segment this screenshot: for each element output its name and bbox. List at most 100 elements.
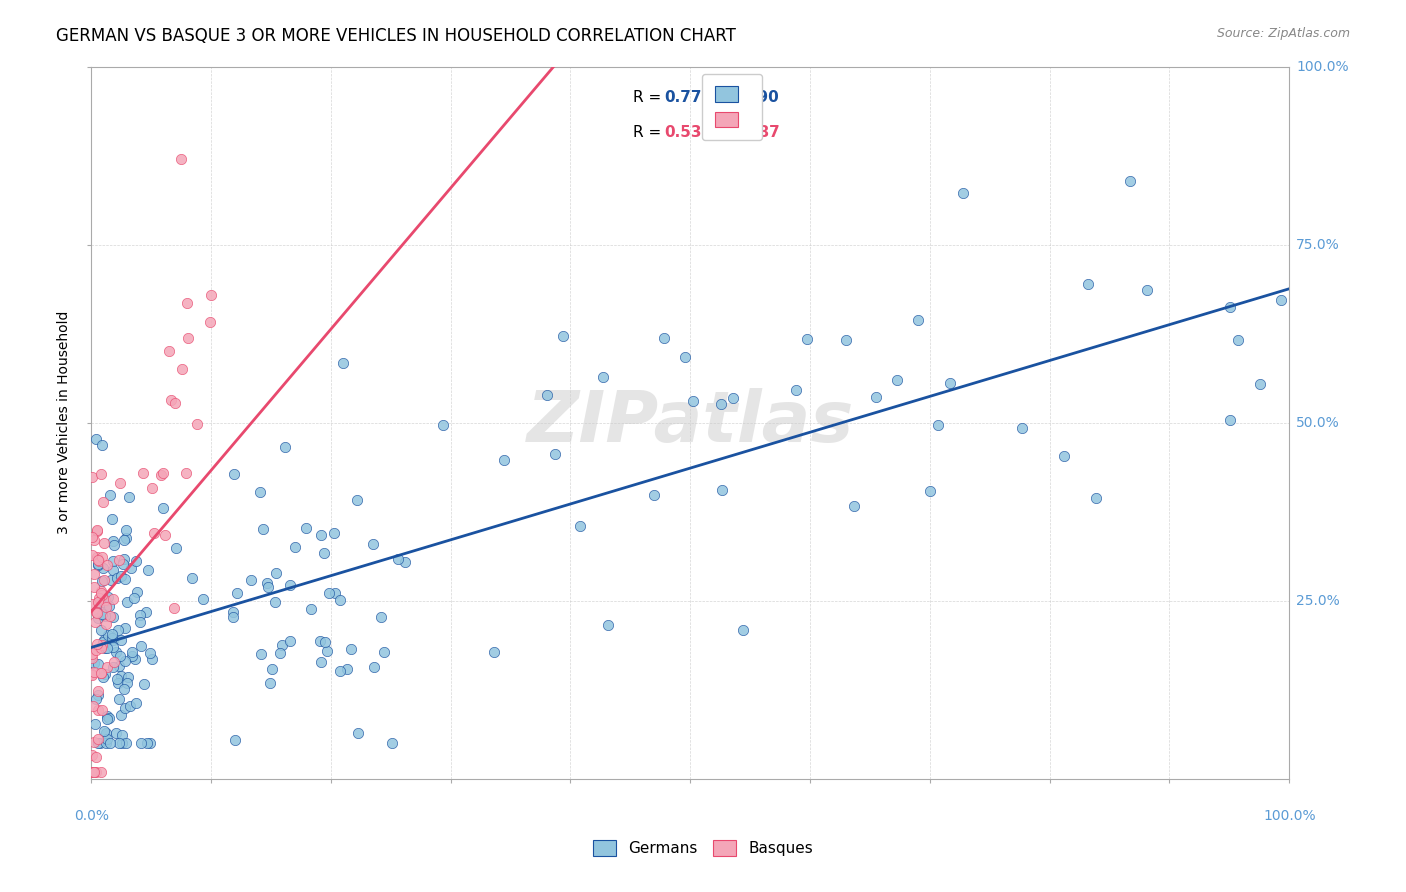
Basques <box>186 417 208 432</box>
Germans <box>711 483 734 497</box>
Basques <box>103 655 125 669</box>
Germans <box>492 452 515 467</box>
Basques <box>177 330 200 344</box>
Basques <box>172 361 194 376</box>
Germans <box>643 488 665 502</box>
Germans <box>124 652 146 666</box>
Basques <box>80 548 103 562</box>
Basques <box>80 764 103 779</box>
Germans <box>652 331 675 345</box>
Germans <box>373 645 395 659</box>
Germans <box>114 654 136 668</box>
Germans <box>96 731 118 746</box>
Germans <box>103 538 125 552</box>
Germans <box>122 591 145 605</box>
Germans <box>1136 283 1159 297</box>
Germans <box>314 635 336 649</box>
Germans <box>96 598 118 612</box>
Basques <box>163 396 186 410</box>
Germans <box>346 493 368 508</box>
Basques <box>86 643 108 657</box>
Germans <box>125 585 148 599</box>
Germans <box>120 561 142 575</box>
Germans <box>115 523 138 537</box>
Basques <box>82 530 104 544</box>
Basques <box>108 476 131 491</box>
Basques <box>157 344 180 359</box>
Basques <box>84 750 107 764</box>
Germans <box>129 640 152 654</box>
Germans <box>225 586 247 600</box>
Germans <box>83 656 105 670</box>
Germans <box>121 645 143 659</box>
Germans <box>325 586 347 600</box>
Germans <box>257 580 280 594</box>
Germans <box>100 632 122 646</box>
Germans <box>96 726 118 740</box>
Germans <box>97 590 120 604</box>
Germans <box>117 670 139 684</box>
Basques <box>83 764 105 779</box>
Germans <box>105 645 128 659</box>
Basques <box>87 703 110 717</box>
Germans <box>103 660 125 674</box>
Basques <box>730 45 752 60</box>
Text: 100.0%: 100.0% <box>1263 809 1316 823</box>
Text: 87: 87 <box>748 126 779 140</box>
Germans <box>114 621 136 635</box>
Germans <box>129 607 152 622</box>
Germans <box>138 646 160 660</box>
Germans <box>181 571 204 585</box>
Germans <box>128 615 150 630</box>
Germans <box>101 626 124 640</box>
Basques <box>90 586 112 600</box>
Germans <box>394 555 416 569</box>
Basques <box>198 315 221 329</box>
Germans <box>274 440 297 454</box>
Germans <box>952 186 974 200</box>
Basques <box>82 748 104 763</box>
Basques <box>90 549 112 564</box>
Germans <box>336 662 359 676</box>
Germans <box>907 313 929 327</box>
Germans <box>90 623 112 637</box>
Basques <box>82 764 104 779</box>
Germans <box>108 658 131 673</box>
Germans <box>363 660 385 674</box>
Germans <box>94 609 117 624</box>
Germans <box>299 602 322 616</box>
Germans <box>387 552 409 566</box>
Germans <box>675 351 697 365</box>
Germans <box>91 670 114 684</box>
Germans <box>224 733 246 747</box>
Germans <box>87 736 110 750</box>
Basques <box>96 558 118 572</box>
Text: R =: R = <box>633 90 666 104</box>
Germans <box>87 611 110 625</box>
Germans <box>110 707 132 722</box>
Basques <box>83 665 105 680</box>
Germans <box>918 484 941 499</box>
Basques <box>87 553 110 567</box>
Germans <box>340 641 363 656</box>
Text: 190: 190 <box>748 90 779 104</box>
Basques <box>176 296 198 310</box>
Germans <box>318 586 340 600</box>
Basques <box>170 152 193 166</box>
Germans <box>332 356 354 370</box>
Germans <box>596 617 619 632</box>
Germans <box>239 574 262 588</box>
Germans <box>1219 300 1241 314</box>
Germans <box>84 716 107 731</box>
Germans <box>98 736 121 750</box>
Basques <box>80 648 103 662</box>
Germans <box>97 599 120 613</box>
Text: 25.0%: 25.0% <box>1296 594 1340 607</box>
Germans <box>96 709 118 723</box>
Germans <box>84 432 107 446</box>
Germans <box>221 610 243 624</box>
Germans <box>1270 293 1292 307</box>
Germans <box>135 605 157 619</box>
Germans <box>90 574 112 588</box>
Basques <box>80 667 103 681</box>
